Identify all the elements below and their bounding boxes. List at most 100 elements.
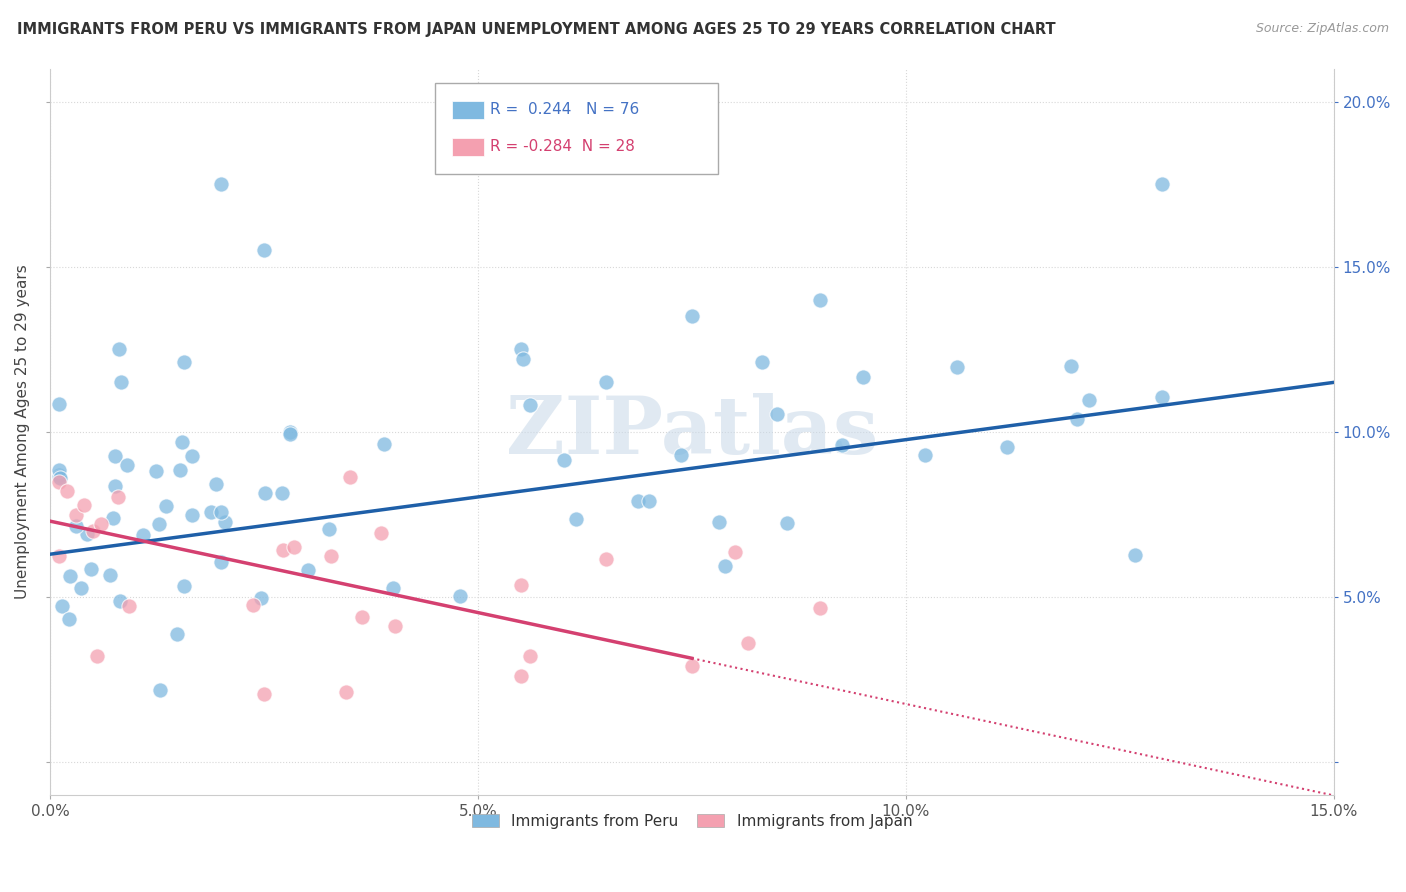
Point bbox=[86, 648, 108, 663]
Point bbox=[1060, 359, 1083, 374]
Point bbox=[339, 469, 361, 483]
Point bbox=[214, 516, 236, 530]
Point bbox=[737, 636, 759, 650]
Point bbox=[271, 543, 294, 558]
Point bbox=[713, 559, 735, 574]
Point bbox=[181, 449, 204, 463]
Bar bbox=[451, 101, 484, 120]
Point bbox=[724, 545, 747, 559]
Point bbox=[321, 549, 343, 563]
Point bbox=[132, 527, 155, 541]
Point bbox=[104, 479, 127, 493]
Point bbox=[48, 549, 70, 563]
Point bbox=[382, 581, 405, 595]
Point bbox=[209, 506, 232, 520]
Point bbox=[76, 527, 98, 541]
Text: ZIPatlas: ZIPatlas bbox=[506, 393, 877, 471]
Point bbox=[831, 438, 853, 452]
Point bbox=[115, 458, 138, 473]
Point bbox=[776, 516, 799, 530]
Point bbox=[73, 498, 96, 512]
Point bbox=[283, 540, 305, 554]
Point bbox=[209, 177, 232, 191]
Point bbox=[107, 343, 129, 357]
Point bbox=[48, 475, 70, 489]
Point bbox=[553, 453, 575, 467]
Point bbox=[638, 493, 661, 508]
Point bbox=[671, 448, 693, 462]
Point bbox=[278, 427, 301, 442]
Point bbox=[627, 494, 650, 508]
Point bbox=[110, 376, 132, 390]
Point bbox=[180, 508, 202, 522]
Y-axis label: Unemployment Among Ages 25 to 29 years: Unemployment Among Ages 25 to 29 years bbox=[15, 265, 30, 599]
Text: IMMIGRANTS FROM PERU VS IMMIGRANTS FROM JAPAN UNEMPLOYMENT AMONG AGES 25 TO 29 Y: IMMIGRANTS FROM PERU VS IMMIGRANTS FROM … bbox=[17, 22, 1056, 37]
Point bbox=[250, 591, 273, 605]
Point bbox=[914, 448, 936, 462]
Point bbox=[59, 569, 82, 583]
Point bbox=[173, 579, 195, 593]
Point bbox=[270, 485, 292, 500]
Point bbox=[995, 440, 1018, 454]
Point bbox=[56, 484, 79, 499]
FancyBboxPatch shape bbox=[436, 83, 717, 174]
Point bbox=[49, 471, 72, 485]
Point bbox=[209, 555, 232, 569]
Point bbox=[253, 688, 276, 702]
Point bbox=[118, 599, 141, 614]
Point bbox=[242, 598, 264, 612]
Point bbox=[166, 627, 188, 641]
Bar bbox=[451, 137, 484, 156]
Point bbox=[58, 612, 80, 626]
Legend: Immigrants from Peru, Immigrants from Japan: Immigrants from Peru, Immigrants from Ja… bbox=[465, 808, 918, 835]
Point bbox=[1077, 392, 1099, 407]
Point bbox=[449, 590, 471, 604]
Point bbox=[107, 490, 129, 504]
Point bbox=[145, 464, 167, 478]
Point bbox=[766, 407, 789, 421]
Point bbox=[509, 668, 531, 682]
Point bbox=[318, 522, 340, 536]
Point bbox=[852, 369, 875, 384]
Point bbox=[253, 244, 276, 258]
Point bbox=[751, 355, 773, 369]
Point bbox=[681, 310, 703, 324]
Text: Source: ZipAtlas.com: Source: ZipAtlas.com bbox=[1256, 22, 1389, 36]
Point bbox=[79, 562, 101, 576]
Point bbox=[103, 511, 125, 525]
Point bbox=[373, 437, 395, 451]
Point bbox=[335, 685, 357, 699]
Point bbox=[280, 425, 302, 439]
Point bbox=[173, 355, 195, 369]
Point bbox=[808, 293, 831, 307]
Point bbox=[204, 476, 226, 491]
Text: R =  0.244   N = 76: R = 0.244 N = 76 bbox=[491, 103, 640, 118]
Point bbox=[65, 508, 87, 522]
Point bbox=[681, 658, 703, 673]
Point bbox=[595, 376, 617, 390]
Point bbox=[519, 648, 541, 663]
Point bbox=[350, 609, 373, 624]
Point bbox=[519, 398, 541, 412]
Point bbox=[149, 683, 172, 698]
Point bbox=[70, 581, 93, 595]
Point bbox=[48, 463, 70, 477]
Point bbox=[82, 524, 104, 538]
Point bbox=[297, 563, 319, 577]
Point bbox=[48, 397, 70, 411]
Point bbox=[1066, 412, 1088, 426]
Point bbox=[1152, 391, 1174, 405]
Point bbox=[384, 618, 406, 632]
Point bbox=[90, 517, 112, 532]
Point bbox=[51, 599, 73, 613]
Point bbox=[169, 463, 191, 477]
Point bbox=[155, 499, 177, 513]
Text: R = -0.284  N = 28: R = -0.284 N = 28 bbox=[491, 139, 636, 153]
Point bbox=[595, 551, 617, 566]
Point bbox=[48, 470, 70, 484]
Point bbox=[370, 525, 392, 540]
Point bbox=[104, 449, 127, 463]
Point bbox=[98, 567, 121, 582]
Point bbox=[1123, 548, 1146, 562]
Point bbox=[65, 518, 87, 533]
